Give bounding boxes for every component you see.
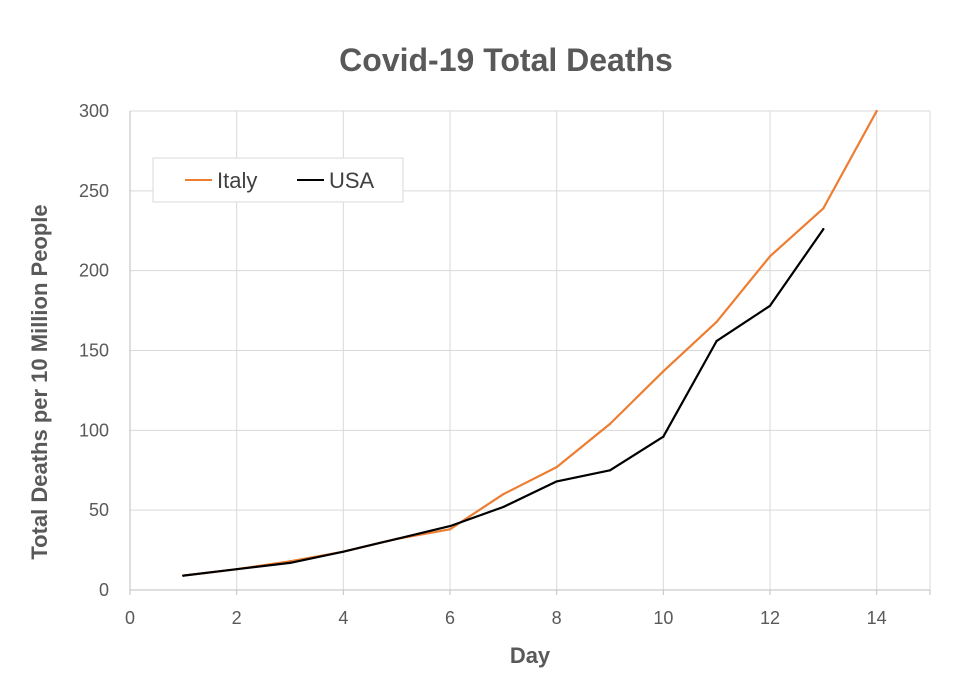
- series-line-italy: [182, 109, 878, 577]
- data-point-usa: [448, 525, 452, 528]
- data-point-usa: [395, 537, 398, 541]
- data-point-italy: [715, 320, 718, 323]
- data-point-usa: [768, 304, 772, 307]
- data-point-usa: [608, 469, 612, 472]
- data-point-usa: [502, 505, 505, 509]
- y-tick-label: 200: [79, 261, 109, 281]
- series: [182, 109, 878, 577]
- y-axis-title: Total Deaths per 10 Million People: [27, 204, 52, 559]
- x-tick-label: 0: [125, 608, 135, 628]
- data-point-italy: [502, 493, 505, 496]
- y-tick-label: 50: [89, 500, 109, 520]
- x-tick-label: 4: [338, 608, 348, 628]
- legend-label-usa: USA: [329, 168, 375, 193]
- data-point-italy: [822, 207, 825, 210]
- data-point-usa: [822, 228, 825, 231]
- y-tick-label: 150: [79, 341, 109, 361]
- data-point-usa: [715, 339, 718, 343]
- data-point-usa: [555, 480, 558, 483]
- x-axis-title: Day: [510, 643, 551, 668]
- x-tick-label: 8: [552, 608, 562, 628]
- data-point-italy: [768, 255, 772, 258]
- data-point-italy: [608, 422, 612, 426]
- y-tick-label: 0: [99, 580, 109, 600]
- data-point-italy: [448, 528, 452, 531]
- chart-title: Covid-19 Total Deaths: [339, 42, 673, 78]
- data-point-italy: [875, 109, 878, 113]
- data-point-usa: [235, 568, 238, 571]
- y-tick-label: 100: [79, 420, 109, 440]
- y-tick-label: 250: [79, 181, 109, 201]
- y-tick-label: 300: [79, 101, 109, 121]
- x-tick-label: 14: [867, 608, 887, 628]
- axes: 0 50 100 150 200 250 300 0 2 4 6 8 10 12 14: [79, 101, 931, 628]
- data-point-usa: [288, 561, 292, 564]
- data-point-italy: [662, 370, 665, 373]
- x-tick-label: 12: [760, 608, 780, 628]
- x-tick-label: 6: [445, 608, 455, 628]
- data-point-italy: [555, 465, 558, 469]
- legend-label-italy: Italy: [217, 168, 257, 193]
- data-point-usa: [182, 574, 185, 577]
- legend: Italy USA: [152, 157, 404, 203]
- x-tick-label: 2: [232, 608, 242, 628]
- data-point-usa: [342, 550, 345, 553]
- x-tick-label: 10: [653, 608, 673, 628]
- grid: [130, 110, 931, 590]
- data-point-usa: [662, 435, 665, 438]
